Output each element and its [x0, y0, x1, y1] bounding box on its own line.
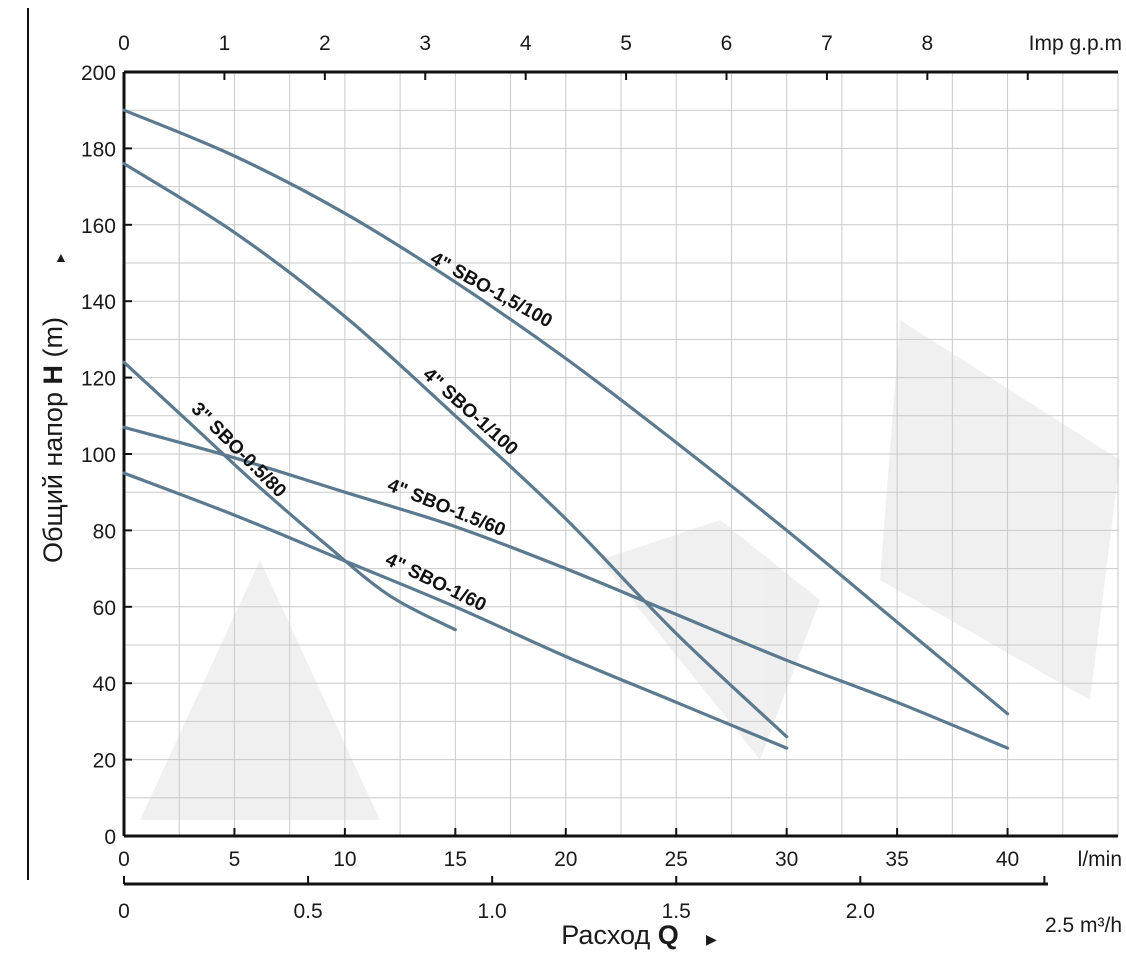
top-tick-label: 1	[219, 32, 231, 55]
y-tick-label: 40	[93, 673, 116, 696]
top-tick-label: 8	[922, 32, 934, 55]
flow-m3h-unit-label: 2.5 m³/h	[1045, 914, 1122, 937]
top-tick-label: 3	[419, 32, 431, 55]
x-tick-label: 25	[665, 848, 688, 871]
y-axis-arrow: ▲	[54, 249, 68, 265]
y-tick-label: 80	[93, 520, 116, 543]
x-tick-label: 10	[333, 848, 356, 871]
x-tick-label: 35	[885, 848, 908, 871]
top-tick-label: 2	[319, 32, 331, 55]
y-tick-label: 140	[81, 291, 116, 314]
series-label: 4" SBO-1/100	[418, 364, 521, 460]
m3h-tick-label: 0.5	[293, 900, 322, 923]
y-tick-label: 180	[81, 138, 116, 161]
watermark	[140, 320, 1120, 820]
y-tick-label: 100	[81, 444, 116, 467]
top-tick-label: 7	[821, 32, 833, 55]
y-tick-label: 200	[81, 62, 116, 85]
y-tick-label: 120	[81, 368, 116, 391]
top-tick-label: 5	[620, 32, 632, 55]
m3h-tick-label: 2.0	[846, 900, 875, 923]
x-tick-label: 0	[118, 848, 130, 871]
m3h-tick-label: 0	[118, 900, 130, 923]
x-tick-label: 20	[554, 848, 577, 871]
y-tick-label: 160	[81, 215, 116, 238]
series-label: 4" SBO-1,5/100	[427, 248, 556, 332]
series-label: 4" SBO-1.5/60	[384, 475, 508, 541]
bottom-unit-label: l/min	[1078, 848, 1122, 871]
top-tick-label: 6	[721, 32, 733, 55]
y-tick-label: 20	[93, 750, 116, 773]
m3h-tick-label: 1.0	[478, 900, 507, 923]
top-unit-label: Imp g.p.m	[1029, 32, 1122, 55]
grid	[124, 72, 1118, 836]
x-tick-label: 15	[444, 848, 467, 871]
top-tick-label: 0	[118, 32, 130, 55]
x-axis-arrow: ▶	[706, 931, 717, 947]
y-axis-label: Общий напор H (m)	[38, 317, 68, 563]
x-axis-label: Расход Q	[561, 920, 679, 950]
top-tick-label: 4	[520, 32, 532, 55]
x-tick-label: 30	[775, 848, 798, 871]
y-tick-label: 60	[93, 597, 116, 620]
x-tick-label: 40	[996, 848, 1019, 871]
y-tick-label: 0	[104, 826, 116, 849]
x-tick-label: 5	[229, 848, 241, 871]
